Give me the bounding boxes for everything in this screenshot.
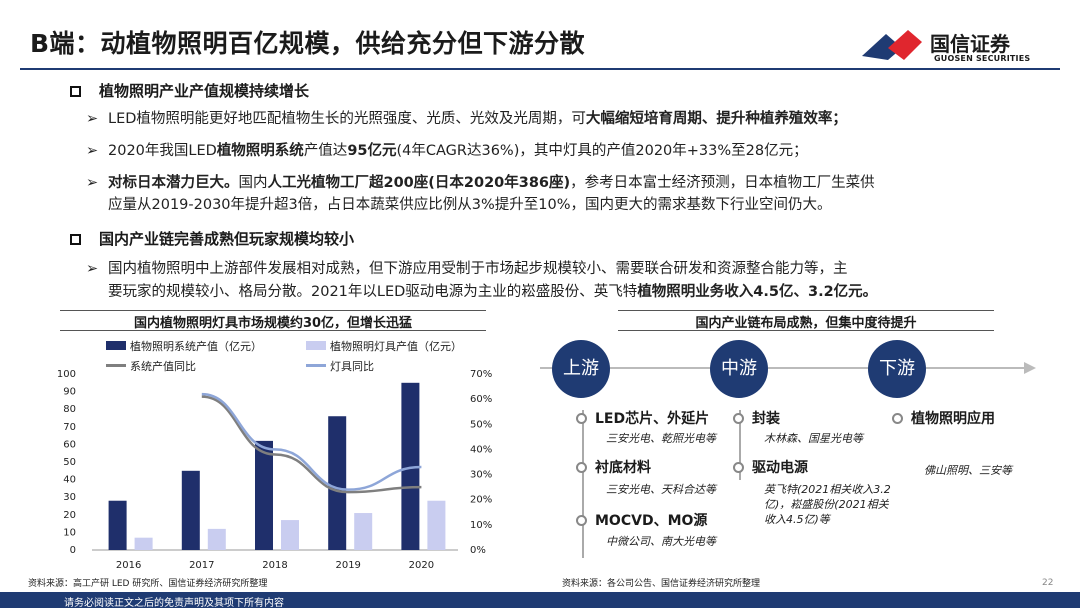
checkbox-square-icon xyxy=(70,234,81,245)
x-tick-label: 2016 xyxy=(116,560,141,571)
legend-swatch xyxy=(106,341,126,350)
upstream-companies-3: 中微公司、南大光电等 xyxy=(606,535,716,548)
y-tick-label: 50 xyxy=(63,457,76,468)
node-dot-icon xyxy=(892,413,903,424)
y-tick-label: 100 xyxy=(57,369,76,380)
chain-arrow xyxy=(540,362,1036,374)
y-tick-label: 80 xyxy=(63,404,76,415)
legend-item-fixture-yoy: 灯具同比 xyxy=(306,358,374,374)
chain-banner-line-top xyxy=(618,310,994,311)
legend-item-system: 植物照明系统产值（亿元） xyxy=(106,338,262,354)
upstream-node-3: MOCVD、MO源 xyxy=(576,510,707,530)
footer-bar xyxy=(0,592,1080,608)
y2-tick-label: 0% xyxy=(470,545,486,556)
bar-fixture xyxy=(207,528,226,550)
x-tick-label: 2018 xyxy=(262,560,287,571)
y2-tick-label: 40% xyxy=(470,444,492,455)
page-title: B端：动植物照明百亿规模，供给充分但下游分散 xyxy=(30,29,586,58)
title-divider xyxy=(20,68,1060,70)
section-heading-1: 植物照明产业产值规模持续增长 xyxy=(70,80,309,101)
x-tick-label: 2019 xyxy=(335,560,360,571)
y-tick-label: 10 xyxy=(63,527,76,538)
node-dot-icon xyxy=(576,515,587,526)
legend-swatch xyxy=(306,341,326,350)
logo-name: 国信证券 xyxy=(930,32,1010,56)
line-system-yoy xyxy=(201,395,422,494)
bar-fixture xyxy=(134,537,153,550)
bullet-1: ➢ LED植物照明能更好地匹配植物生长的光照强度、光质、光效及光周期，可大幅缩短培… xyxy=(86,108,1066,130)
logo-subtitle: GUOSEN SECURITIES xyxy=(934,54,1031,63)
node-dot-icon xyxy=(733,462,744,473)
x-tick-label: 2017 xyxy=(189,560,214,571)
bar-system xyxy=(108,500,127,550)
y-tick-label: 20 xyxy=(63,510,76,521)
y2-tick-label: 60% xyxy=(470,394,492,405)
checkbox-square-icon xyxy=(70,86,81,97)
chain-banner-line-bottom xyxy=(618,330,994,331)
y-tick-label: 40 xyxy=(63,475,76,486)
arrow-bullet-icon: ➢ xyxy=(86,261,99,277)
page-number: 22 xyxy=(1042,578,1054,588)
bar-system xyxy=(401,382,420,550)
y-tick-label: 30 xyxy=(63,492,76,503)
midstream-timeline xyxy=(739,410,741,480)
footer-disclaimer: 请务必阅读正文之后的免责声明及其项下所有内容 xyxy=(64,598,284,608)
chain-title: 国内产业链布局成熟，但集中度待提升 xyxy=(695,316,917,331)
y-tick-label: 90 xyxy=(63,387,76,398)
y2-tick-label: 10% xyxy=(470,520,492,531)
bullet-4: ➢ 国内植物照明中上游部件发展相对成熟，但下游应用受制于市场起步规模较小、需要联合… xyxy=(86,258,1066,280)
upstream-node-1: LED芯片、外延片 xyxy=(576,408,709,428)
upstream-timeline xyxy=(582,410,584,558)
legend-swatch xyxy=(106,364,126,367)
y2-tick-label: 50% xyxy=(470,419,492,430)
downstream-node-1: 植物照明应用 xyxy=(892,408,995,428)
node-dot-icon xyxy=(733,413,744,424)
stage-midstream: 中游 xyxy=(710,340,768,398)
arrow-bullet-icon: ➢ xyxy=(86,143,99,159)
upstream-companies-2: 三安光电、天科合达等 xyxy=(606,483,716,496)
bar-system xyxy=(181,470,200,550)
x-tick-label: 2020 xyxy=(409,560,434,571)
section-heading-2: 国内产业链完善成熟但玩家规模均较小 xyxy=(70,228,354,249)
arrow-bullet-icon: ➢ xyxy=(86,111,99,127)
upstream-node-2: 衬底材料 xyxy=(576,457,651,477)
y2-tick-label: 20% xyxy=(470,495,492,506)
bar-fixture xyxy=(354,513,373,550)
stage-upstream: 上游 xyxy=(552,340,610,398)
y2-tick-label: 30% xyxy=(470,470,492,481)
legend-item-system-yoy: 系统产值同比 xyxy=(106,358,196,374)
logo-icon xyxy=(858,26,924,66)
source-left: 资料来源：高工产研 LED 研究所、国信证券经济研究所整理 xyxy=(28,579,268,589)
midstream-companies-2: 英飞特(2021相关收入3.2亿)，崧盛股份(2021相关收入4.5亿)等 xyxy=(764,483,891,526)
y-tick-label: 0 xyxy=(70,545,76,556)
chart-banner-line-top xyxy=(60,310,486,311)
stage-downstream: 下游 xyxy=(868,340,926,398)
y-tick-label: 70 xyxy=(63,422,76,433)
midstream-companies-1: 木林森、国星光电等 xyxy=(764,432,863,445)
upstream-companies-1: 三安光电、乾照光电等 xyxy=(606,432,716,445)
bar-fixture xyxy=(427,500,446,550)
midstream-node-2: 驱动电源 xyxy=(733,457,808,477)
legend-swatch xyxy=(306,364,326,367)
bar-system xyxy=(255,440,273,550)
node-dot-icon xyxy=(576,462,587,473)
bullet-2: ➢ 2020年我国LED植物照明系统产值达95亿元(4年CAGR达36%)，其中灯… xyxy=(86,140,1066,162)
y2-tick-label: 70% xyxy=(470,369,492,380)
node-dot-icon xyxy=(576,413,587,424)
arrow-bullet-icon: ➢ xyxy=(86,175,99,191)
chart-title: 国内植物照明灯具市场规模约30亿，但增长迅猛 xyxy=(133,316,413,331)
bar-system xyxy=(328,416,347,550)
bullet-3-cont: 应量从2019-2030年提升超3倍，占日本蔬菜供应比例从3%提升至10%，国内… xyxy=(108,197,832,213)
downstream-companies-1: 佛山照明、三安等 xyxy=(924,464,1012,477)
midstream-node-1: 封装 xyxy=(733,408,780,428)
source-right: 资料来源：各公司公告、国信证券经济研究所整理 xyxy=(562,579,761,589)
bullet-3: ➢ 对标日本潜力巨大。国内人工光植物工厂超200座(日本2020年386座)，参考… xyxy=(86,172,1066,194)
legend-item-fixture: 植物照明灯具产值（亿元） xyxy=(306,338,462,354)
bullet-4-cont: 要玩家的规模较小、格局分散。2021年以LED驱动电源为主业的崧盛股份、英飞特植… xyxy=(108,284,878,300)
line-fixture-yoy xyxy=(201,392,422,491)
y-tick-label: 60 xyxy=(63,439,76,450)
market-size-chart: 0 10 20 30 40 50 60 70 80 90 100 0% 10% 20% 30% 40% 50% 6… xyxy=(57,369,492,571)
chart-banner-line-bottom xyxy=(60,330,486,331)
bar-fixture xyxy=(281,520,299,550)
